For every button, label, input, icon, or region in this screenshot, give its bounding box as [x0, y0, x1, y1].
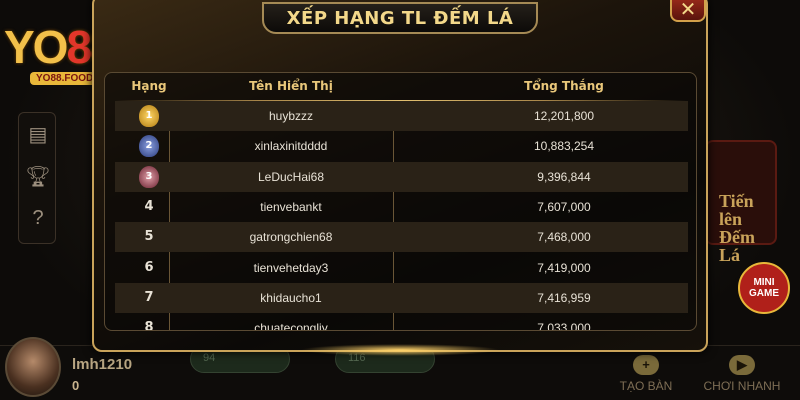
player-name: huybzzz	[268, 109, 314, 123]
total-wins: 9,396,844	[537, 169, 591, 184]
total-wins: 7,468,000	[537, 230, 591, 245]
total-wins: 10,883,254	[533, 139, 595, 154]
rank: 5	[144, 229, 154, 245]
rank: 4	[144, 198, 154, 214]
table-row[interactable]: 1 huybzzz 12,201,800	[115, 101, 688, 131]
help-icon[interactable]: ?	[32, 206, 44, 229]
trophy-icon[interactable]: 🏆︎	[25, 165, 51, 188]
modal-glow	[300, 344, 500, 356]
username: lmh1210	[72, 356, 133, 373]
table-row[interactable]: 7 khidaucho1 7,416,959	[115, 282, 688, 313]
player-name: khidaucho1	[260, 290, 322, 305]
table-row[interactable]: 3 LeDucHai68 9,396,844	[115, 161, 688, 192]
plus-icon: +	[633, 355, 659, 375]
silver-medal-icon: 2	[139, 135, 159, 158]
side-menu: ▤ 🏆︎ ?	[18, 112, 56, 244]
avatar[interactable]	[5, 337, 61, 397]
player-name: tienvehetday3	[253, 260, 329, 275]
player-name: LeDucHai68	[257, 169, 325, 184]
player-name: chuatecongliy	[254, 321, 328, 331]
close-button[interactable]: ✕	[670, 0, 706, 22]
player-name: gatrongchien68	[249, 230, 333, 245]
table-row[interactable]: 8 chuatecongliy 7,033,000	[115, 313, 688, 331]
total-wins: 7,419,000	[537, 260, 591, 275]
quick-play-button[interactable]: ▶ CHƠI NHANH	[703, 355, 781, 393]
header-total: Tổng Thắng	[524, 79, 604, 93]
create-table-button[interactable]: + TẠO BÀN	[619, 355, 673, 393]
bronze-medal-icon: 3	[139, 165, 159, 188]
header-divider	[115, 100, 686, 101]
table-row[interactable]: 6 tienvehetday3 7,419,000	[115, 253, 688, 283]
column-divider	[169, 103, 170, 330]
table-row[interactable]: 5 gatrongchien68 7,468,000	[115, 222, 688, 253]
rank: 6	[144, 259, 154, 275]
game-card-tien-len[interactable]: Tiến lên Đếm Lá	[705, 140, 777, 264]
document-icon[interactable]: ▤	[28, 123, 48, 146]
header-rank: Hạng	[131, 79, 167, 93]
gold-medal-icon: 1	[139, 105, 159, 127]
player-name: tienvebankt	[260, 199, 322, 214]
total-wins: 7,416,959	[537, 290, 591, 305]
column-divider	[393, 103, 394, 330]
table-row[interactable]: 2 xinlaxinitdddd 10,883,254	[115, 131, 688, 161]
user-balance: 0	[72, 378, 80, 393]
mini-game-button[interactable]: MINI GAME	[738, 262, 790, 314]
leaderboard-table: Hạng Tên Hiển Thị Tổng Thắng 1 huybzzz 12,…	[104, 72, 697, 331]
play-icon: ▶	[729, 355, 755, 375]
header-name: Tên Hiển Thị	[249, 79, 333, 93]
total-wins: 7,033,000	[537, 321, 591, 331]
table-row[interactable]: 4 tienvebankt 7,607,000	[115, 192, 688, 222]
rank: 7	[144, 289, 154, 305]
rank: 8	[144, 320, 154, 331]
total-wins: 7,607,000	[537, 199, 591, 214]
total-wins: 12,201,800	[533, 109, 595, 123]
player-name: xinlaxinitdddd	[254, 139, 328, 154]
modal-title: XẾP HẠNG TL ĐẾM LÁ	[262, 2, 538, 34]
